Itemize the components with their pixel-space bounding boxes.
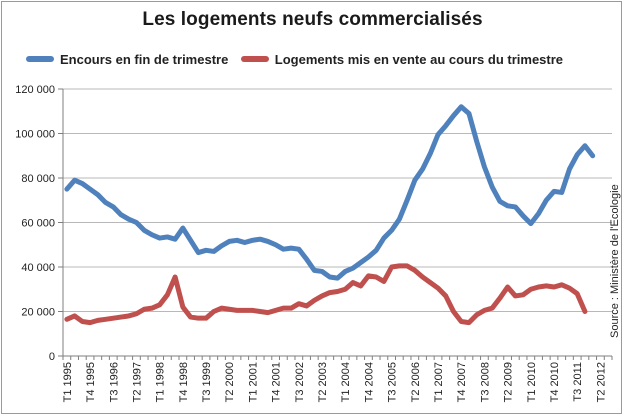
x-tick-label: T1 1995	[62, 362, 74, 402]
y-tick-label: 80 000	[21, 173, 55, 185]
legend-swatch-series-1	[26, 56, 54, 62]
source-note: Source : Ministère de l'Ecologie	[609, 184, 621, 338]
chart-title: Les logements neufs commercialisés	[142, 9, 483, 30]
x-tick-label: T2 2003	[317, 362, 329, 402]
x-tick-label: T1 2007	[433, 362, 445, 402]
legend-label-series-2: Logements mis en vente au cours du trime…	[274, 51, 564, 67]
legend-swatch-series-2	[240, 56, 269, 62]
legend: Encours en fin de trimestre Logements mi…	[26, 49, 571, 69]
x-tick-label: T4 2004	[363, 362, 375, 402]
x-tick-label: T3 2011	[572, 362, 584, 402]
x-tick-label: T2 2000	[224, 362, 236, 402]
x-tick-label: T1 2001	[247, 362, 259, 402]
legend-item-series-2: Logements mis en vente au cours du trime…	[240, 51, 564, 67]
legend-item-series-1: Encours en fin de trimestre	[26, 52, 228, 67]
series-line-2	[64, 263, 588, 326]
x-axis-ticks: T1 1995 T4 1995 T3 1996 T2 1997 T1 1998 T4 19…	[62, 356, 613, 402]
x-tick-label: T4 1998	[178, 362, 190, 402]
x-tick-label: T3 1996	[108, 362, 120, 402]
x-tick-label: T4 2001	[271, 362, 283, 402]
x-tick-label: T3 2002	[294, 362, 306, 402]
series-lines	[64, 104, 596, 326]
y-tick-label: 100 000	[15, 129, 55, 141]
y-tick-label: 20 000	[21, 307, 55, 319]
series-line-1	[64, 104, 596, 281]
x-tick-label: T4 2007	[456, 362, 468, 402]
x-tick-label: T1 2010	[526, 362, 538, 402]
x-tick-label: T3 1999	[201, 362, 213, 402]
x-tick-label: T1 2004	[340, 362, 352, 402]
y-tick-label: 120 000	[15, 84, 55, 96]
x-tick-label: T4 2010	[549, 362, 561, 402]
x-tick-label: T1 1998	[155, 362, 167, 402]
x-tick-label: T2 2012	[595, 362, 607, 402]
x-tick-label: T2 1997	[131, 362, 143, 402]
y-axis-ticks: 0 20 000 40 000 60 000 80 000 100 000 120 000	[15, 84, 64, 363]
y-tick-label: 40 000	[21, 262, 55, 274]
x-tick-label: T3 2005	[387, 362, 399, 402]
y-tick-label: 0	[49, 351, 55, 363]
legend-label-series-1: Encours en fin de trimestre	[60, 51, 229, 67]
x-tick-label: T4 1995	[85, 362, 97, 402]
x-tick-label: T3 2008	[479, 362, 491, 402]
y-tick-label: 60 000	[21, 218, 55, 230]
x-tick-label: T2 2006	[410, 362, 422, 402]
gridlines	[63, 88, 612, 357]
x-tick-label: T2 2009	[503, 362, 515, 402]
